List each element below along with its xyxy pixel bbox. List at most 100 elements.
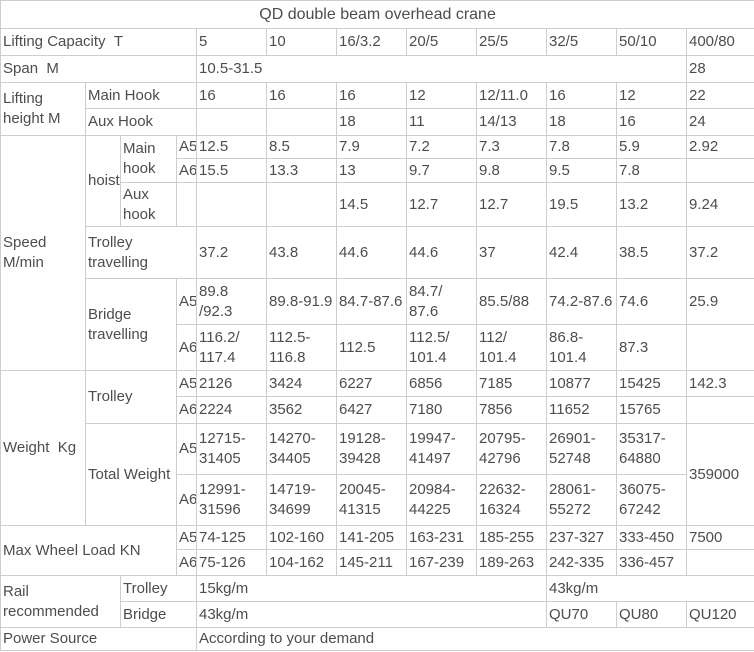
table-row: Rail recommended Trolley 15kg/m 43kg/m <box>0 575 754 628</box>
value-cell: 9.8 <box>476 158 547 183</box>
rail-bridge-label: Bridge <box>120 601 197 628</box>
table-row: A6 15.5 13.3 13 9.7 9.8 9.5 7.8 <box>1 158 754 183</box>
value-cell <box>685 396 754 424</box>
value-cell: 112.5/ 101.4 <box>406 324 477 371</box>
value-cell: QU120 <box>685 601 754 628</box>
rail-trolley-label: Trolley <box>120 575 197 602</box>
value-cell: 116.2/ 117.4 <box>196 324 267 371</box>
table-row: Max Wheel Load KN A5 74-125 102-160 141-… <box>0 525 754 576</box>
value-cell: 112/ 101.4 <box>476 324 547 371</box>
a6-label: A6 <box>176 549 197 576</box>
value-cell: 75-126 <box>196 549 267 576</box>
value-cell: 44.6 <box>406 226 477 279</box>
value-cell: 37.2 <box>685 226 754 279</box>
value-cell: 7.8 <box>546 135 617 159</box>
value-cell: 86.8- 101.4 <box>546 324 617 371</box>
value-cell: 141-205 <box>336 525 407 550</box>
value-cell: 14.5 <box>336 182 407 227</box>
value-cell: 37 <box>476 226 547 279</box>
value-cell: 336-457 <box>616 549 687 576</box>
value-cell: 5.9 <box>616 135 687 159</box>
hoist-label: hoist <box>85 135 121 227</box>
table-row: Bridge 43kg/m QU70 QU80 QU120 <box>1 601 754 628</box>
a6-label: A6 <box>176 158 197 183</box>
weight-label: Weight Kg <box>0 370 86 526</box>
value-cell: 24 <box>685 108 754 136</box>
value-cell: 35317- 64880 <box>616 423 687 475</box>
rail-label: Rail recommended <box>0 575 121 628</box>
value-cell: 145-211 <box>336 549 407 576</box>
a5-label: A5 <box>176 135 197 159</box>
value-cell: 7500 <box>685 525 754 550</box>
value-cell: 14270- 34405 <box>266 423 337 475</box>
value-cell: 12/11.0 <box>476 82 547 109</box>
value-cell: 7856 <box>476 396 547 424</box>
value-cell: 6427 <box>336 396 407 424</box>
value-cell <box>685 549 754 576</box>
value-cell: 242-335 <box>546 549 617 576</box>
value-cell: 7.8 <box>616 158 687 183</box>
table-row: Lifting Capacity T 5 10 16/3.2 20/5 25/5… <box>0 28 754 56</box>
value-cell: 42.4 <box>546 226 617 279</box>
weight-trolley-label: Trolley <box>85 370 177 424</box>
value-cell: 19947- 41497 <box>406 423 477 475</box>
value-cell: 8.5 <box>266 135 337 159</box>
value-cell <box>196 182 267 227</box>
value-cell: 89.8 /92.3 <box>196 278 267 325</box>
table-row: Speed M/min hoist Main hook A5 12.5 8.5 … <box>0 135 754 371</box>
value-cell <box>685 158 754 183</box>
value-cell: 10.5-31.5 <box>196 55 687 83</box>
value-cell: 13.2 <box>616 182 687 227</box>
value-cell: 10877 <box>546 370 617 397</box>
value-cell: 18 <box>546 108 617 136</box>
bridge-travelling-label: Bridge travelling <box>85 278 177 371</box>
value-cell: 13.3 <box>266 158 337 183</box>
value-cell: 3424 <box>266 370 337 397</box>
value-cell: 16 <box>266 82 337 109</box>
value-cell: 22632- 16324 <box>476 474 547 526</box>
value-cell: 7.3 <box>476 135 547 159</box>
value-cell: 6227 <box>336 370 407 397</box>
value-cell: 102-160 <box>266 525 337 550</box>
speed-main-hook-label: Main hook <box>120 135 177 183</box>
value-cell: 12.7 <box>406 182 477 227</box>
capacity-label: Lifting Capacity T <box>0 28 197 56</box>
value-cell: 15kg/m <box>196 575 547 602</box>
col-header: 20/5 <box>406 28 477 56</box>
value-cell: 20984- 44225 <box>406 474 477 526</box>
a6-label: A6 <box>176 396 197 424</box>
value-cell: 16 <box>616 108 687 136</box>
value-cell: 7185 <box>476 370 547 397</box>
value-cell: 12.7 <box>476 182 547 227</box>
value-cell: 11652 <box>546 396 617 424</box>
value-cell <box>196 108 267 136</box>
value-cell: 84.7-87.6 <box>336 278 407 325</box>
value-cell: 2.92 <box>685 135 754 159</box>
value-cell: QU70 <box>546 601 617 628</box>
value-cell: 12991- 31596 <box>196 474 267 526</box>
table-row: Bridge travelling A5 89.8 /92.3 89.8-91.… <box>1 278 754 371</box>
value-cell: 12.5 <box>196 135 267 159</box>
value-cell: 43.8 <box>266 226 337 279</box>
value-cell: 2224 <box>196 396 267 424</box>
table-row: Total Weight A5 12715- 31405 14270- 3440… <box>1 423 754 526</box>
value-cell: 74.6 <box>616 278 687 325</box>
value-cell: 25.9 <box>685 278 754 325</box>
max-wheel-load-label: Max Wheel Load KN <box>0 525 177 576</box>
power-source-label: Power Source <box>0 627 197 651</box>
value-cell: 9.24 <box>685 182 754 227</box>
value-cell: 9.5 <box>546 158 617 183</box>
table-row: Power Source According to your demand <box>0 627 754 651</box>
table-row: QD double beam overhead crane <box>0 0 754 29</box>
table-row: A6 12991- 31596 14719- 34699 20045- 4131… <box>1 474 754 526</box>
value-cell: 85.5/88 <box>476 278 547 325</box>
value-cell: 38.5 <box>616 226 687 279</box>
value-cell: 74.2-87.6 <box>546 278 617 325</box>
table-row: Trolley travelling 37.2 43.8 44.6 44.6 3… <box>1 226 754 279</box>
value-cell: 84.7/ 87.6 <box>406 278 477 325</box>
value-cell: 74-125 <box>196 525 267 550</box>
value-cell: 26901- 52748 <box>546 423 617 475</box>
value-cell: 19128- 39428 <box>336 423 407 475</box>
a5-label: A5 <box>176 423 197 475</box>
col-header: 16/3.2 <box>336 28 407 56</box>
